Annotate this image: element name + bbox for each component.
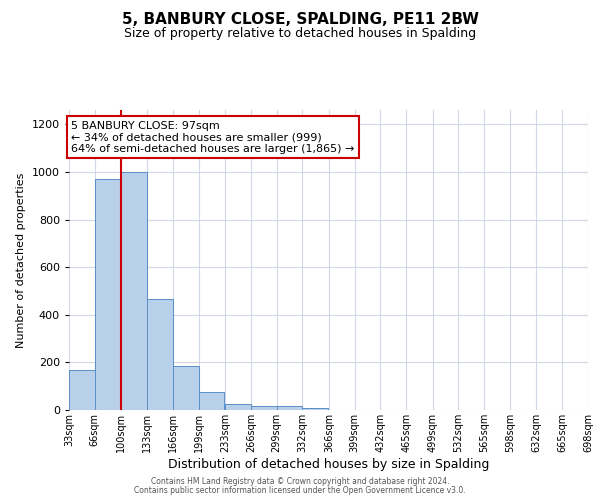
Bar <box>147 300 173 410</box>
Bar <box>121 172 147 410</box>
Text: Contains public sector information licensed under the Open Government Licence v3: Contains public sector information licen… <box>134 486 466 495</box>
Bar <box>173 366 199 410</box>
Text: Contains HM Land Registry data © Crown copyright and database right 2024.: Contains HM Land Registry data © Crown c… <box>151 477 449 486</box>
Text: 5 BANBURY CLOSE: 97sqm
← 34% of detached houses are smaller (999)
64% of semi-de: 5 BANBURY CLOSE: 97sqm ← 34% of detached… <box>71 120 355 154</box>
Bar <box>277 406 302 410</box>
Text: 5, BANBURY CLOSE, SPALDING, PE11 2BW: 5, BANBURY CLOSE, SPALDING, PE11 2BW <box>121 12 479 28</box>
X-axis label: Distribution of detached houses by size in Spalding: Distribution of detached houses by size … <box>168 458 489 470</box>
Text: Size of property relative to detached houses in Spalding: Size of property relative to detached ho… <box>124 28 476 40</box>
Y-axis label: Number of detached properties: Number of detached properties <box>16 172 26 348</box>
Bar <box>95 179 121 410</box>
Bar <box>302 408 328 410</box>
Bar <box>251 406 277 410</box>
Bar <box>225 404 251 410</box>
Bar <box>199 392 224 410</box>
Bar <box>69 370 95 410</box>
